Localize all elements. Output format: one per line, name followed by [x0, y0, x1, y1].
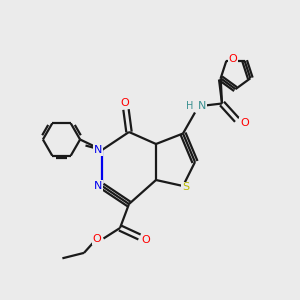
Text: N: N [94, 181, 103, 191]
Text: O: O [142, 235, 151, 245]
Text: O: O [92, 234, 101, 244]
Text: N: N [197, 101, 206, 111]
Text: S: S [182, 182, 189, 193]
Text: N: N [94, 145, 103, 155]
Text: O: O [229, 54, 237, 64]
Text: O: O [240, 118, 249, 128]
Text: H: H [186, 101, 193, 111]
Text: O: O [120, 98, 129, 108]
